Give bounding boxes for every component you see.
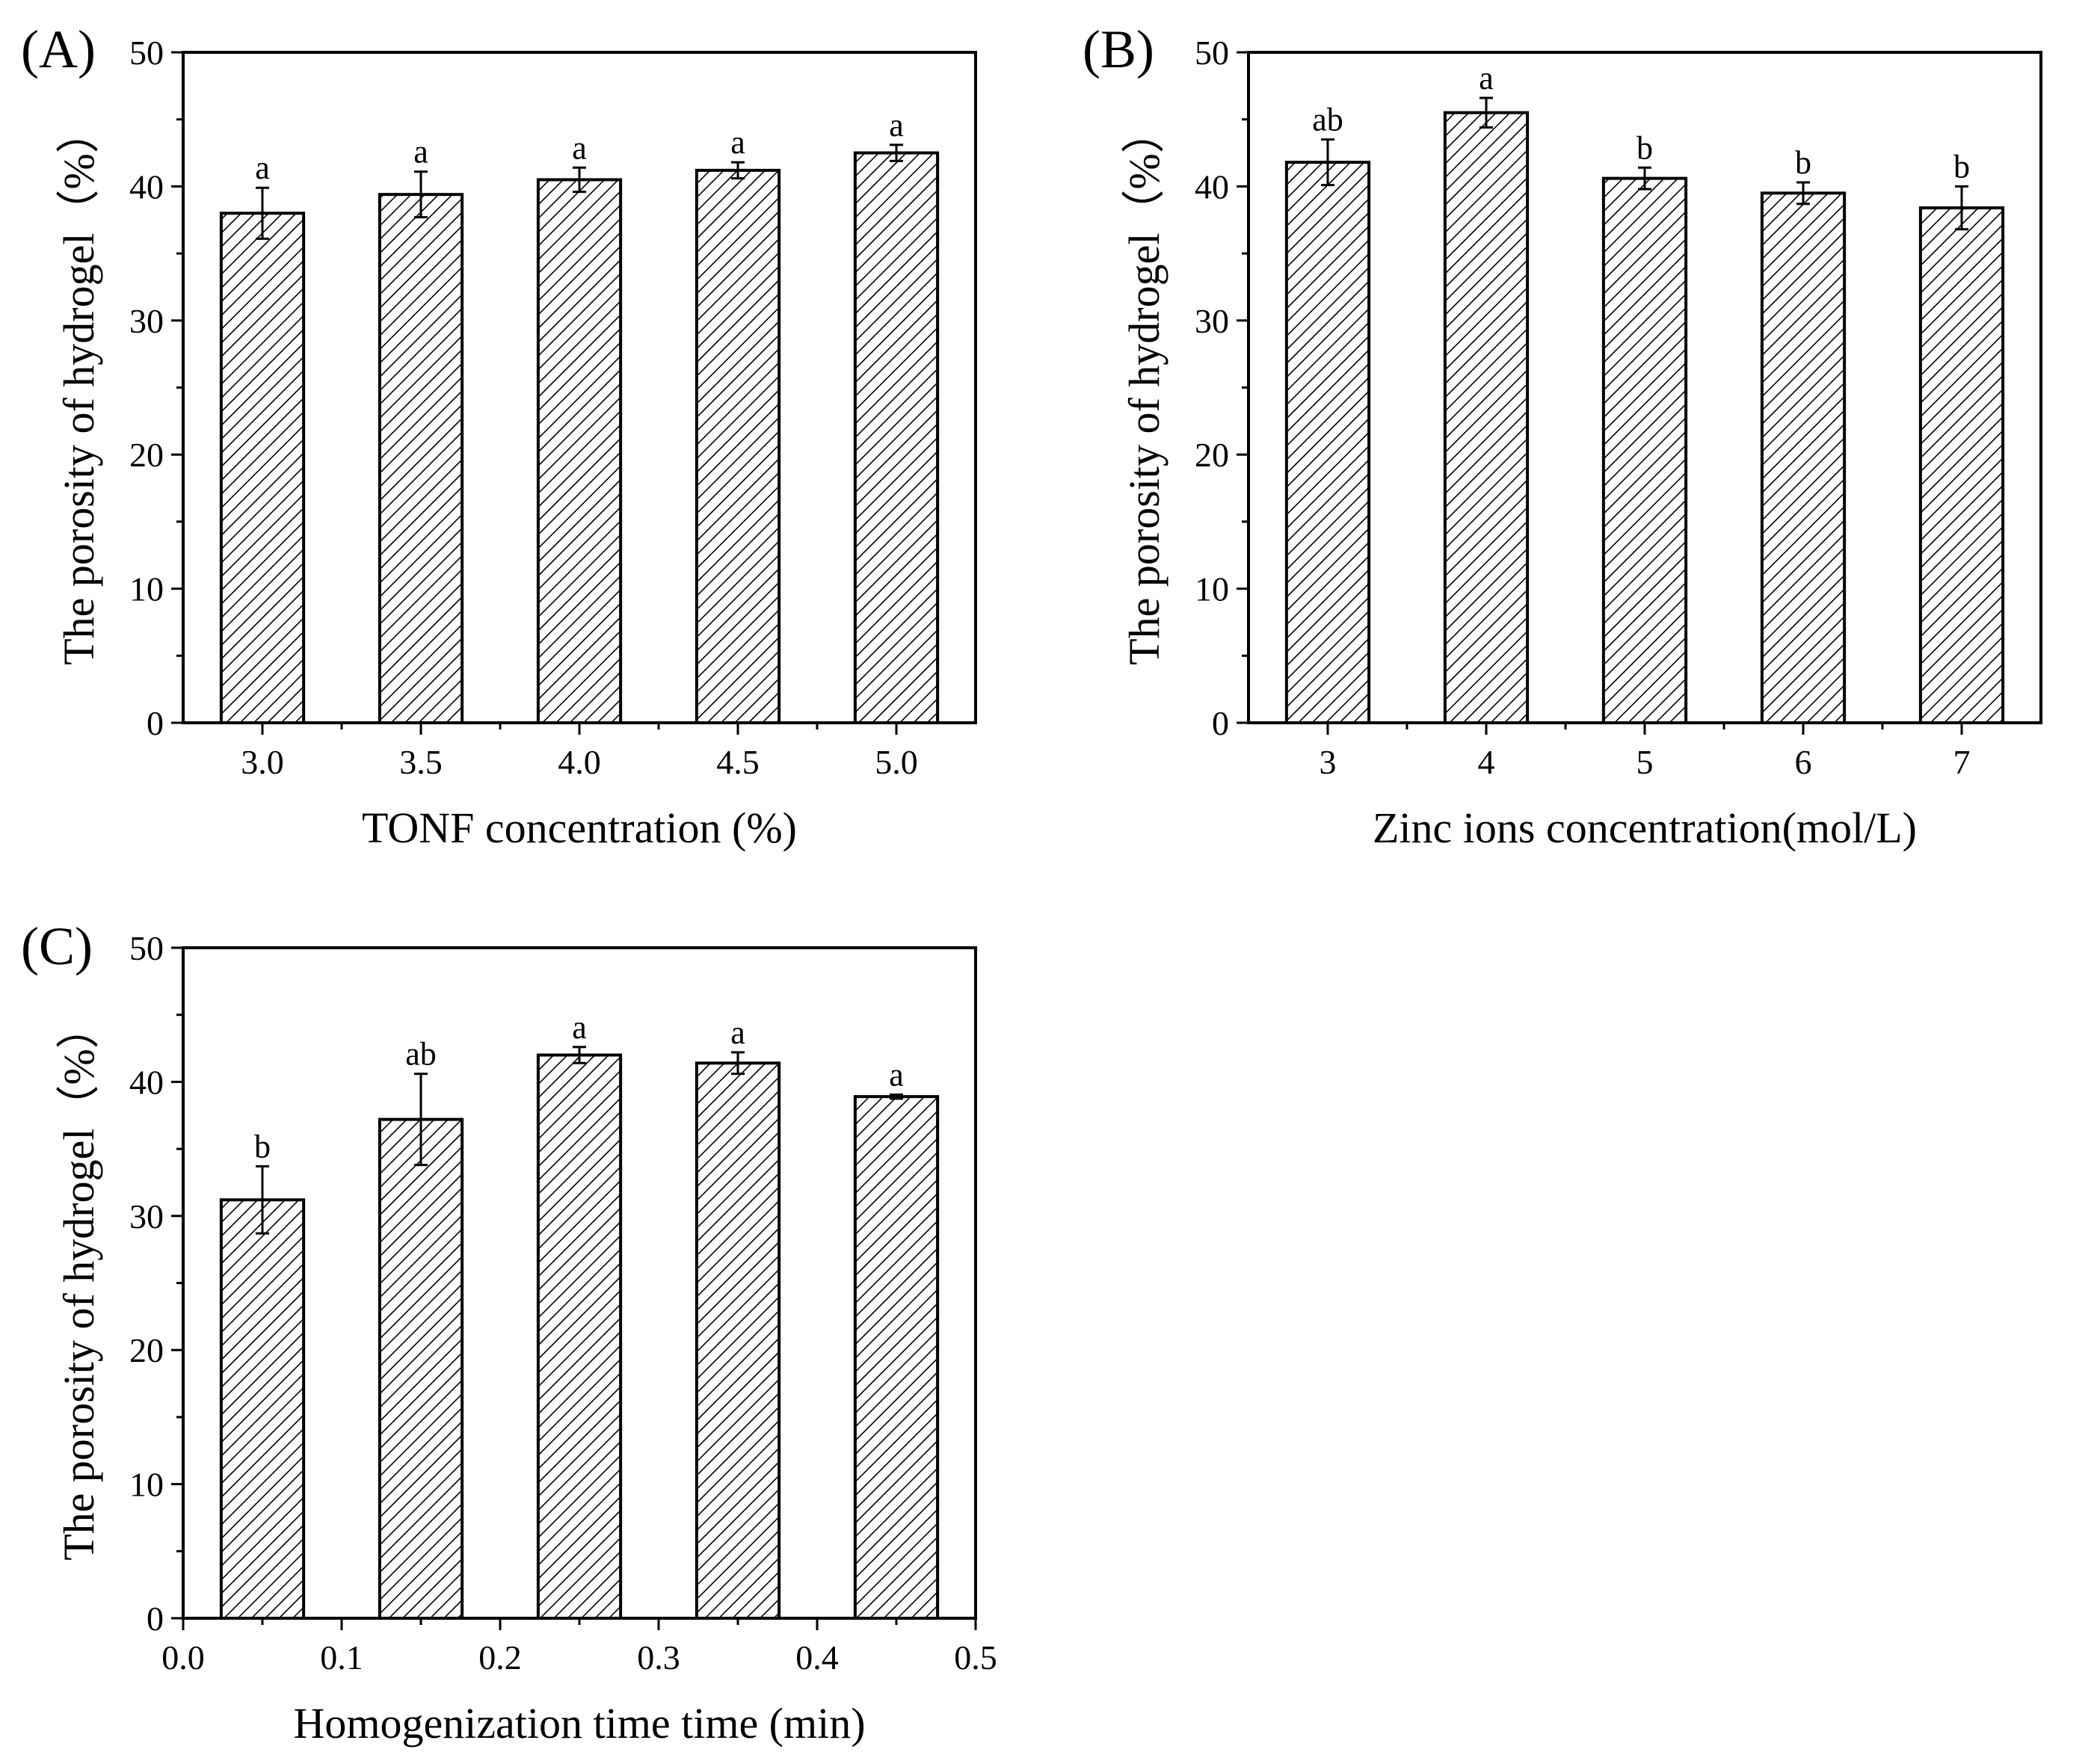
- x-axis-title: Zinc ions concentration(mol/L): [1373, 804, 1917, 852]
- x-tick-label: 5.0: [875, 743, 918, 781]
- significance-letter: ab: [405, 1036, 437, 1073]
- x-tick-label: 0.4: [795, 1638, 839, 1677]
- bar: [853, 151, 940, 725]
- x-tick-label: 0.2: [478, 1638, 522, 1677]
- chart-panel-c: b ab a a a 0 10 20 30 40 50 0.0 0.1 0.2 0.3 0.4 0.5 Homog…: [21, 916, 997, 1748]
- y-axis-title: The porosity of hydrogel（%）: [55, 1005, 103, 1561]
- significance-letter: b: [1795, 144, 1811, 181]
- x-tick-label: 4: [1478, 743, 1495, 781]
- y-tick-label: 40: [129, 1063, 164, 1101]
- significance-letter: a: [572, 129, 587, 166]
- significance-letter: a: [889, 107, 904, 144]
- y-tick-label: 10: [129, 570, 164, 608]
- x-tick-label: 3.5: [399, 743, 443, 781]
- panel-label: (B): [1083, 19, 1154, 79]
- x-tick-label: 4.5: [716, 743, 760, 781]
- bar: [378, 1117, 464, 1620]
- x-tick-label: 0.0: [161, 1638, 205, 1677]
- bar: [695, 168, 781, 724]
- x-axis-title: TONF concentration (%): [362, 804, 797, 852]
- panel-label: (A): [21, 19, 96, 79]
- significance-letter: a: [730, 1014, 745, 1051]
- y-tick-label: 20: [129, 436, 164, 474]
- chart-panel-a: a a a a a 0 10 20 30 40 50 3.0 3.5 4.0 4.5 5.0 TONF conc…: [21, 19, 977, 852]
- significance-letter: a: [889, 1056, 904, 1093]
- y-tick-label: 40: [1195, 167, 1229, 206]
- x-tick-label: 3.0: [241, 743, 284, 781]
- bar: [695, 1061, 781, 1620]
- bar: [536, 1053, 623, 1620]
- y-tick-label: 40: [129, 167, 164, 206]
- bar: [1760, 191, 1847, 724]
- bar: [1601, 176, 1688, 725]
- y-tick-label: 0: [147, 704, 164, 742]
- y-axis-title: The porosity of hydrogel（%）: [1120, 110, 1168, 665]
- significance-letter: a: [255, 149, 270, 186]
- x-tick-label: 4.0: [558, 743, 601, 781]
- y-tick-label: 0: [1212, 704, 1229, 742]
- x-tick-label: 5: [1636, 743, 1654, 781]
- y-tick-label: 0: [147, 1600, 164, 1638]
- panel-label: (C): [21, 916, 93, 976]
- significance-letter: a: [572, 1009, 587, 1046]
- significance-letter: b: [1636, 129, 1653, 166]
- x-tick-label: 0.5: [954, 1638, 997, 1677]
- y-tick-label: 10: [129, 1466, 164, 1504]
- x-tick-label: 7: [1953, 743, 1971, 781]
- y-tick-label: 30: [1195, 302, 1229, 340]
- significance-letter: a: [1479, 60, 1494, 96]
- y-axis-title: The porosity of hydrogel（%）: [55, 110, 103, 665]
- x-tick-label: 3: [1320, 743, 1337, 781]
- bar: [219, 1198, 306, 1620]
- significance-letter: b: [254, 1128, 271, 1165]
- y-tick-label: 50: [129, 34, 164, 72]
- significance-letter: ab: [1312, 102, 1343, 138]
- x-tick-label: 0.1: [320, 1638, 363, 1677]
- y-tick-label: 10: [1195, 570, 1229, 608]
- y-tick-label: 20: [129, 1331, 164, 1369]
- y-tick-label: 20: [1195, 436, 1229, 474]
- x-tick-label: 0.3: [637, 1638, 680, 1677]
- significance-letter: a: [730, 124, 745, 161]
- significance-letter: a: [413, 134, 428, 170]
- bar: [853, 1095, 940, 1620]
- x-axis-title: Homogenization time time (min): [293, 1699, 865, 1748]
- bar: [1284, 161, 1371, 725]
- bar: [536, 178, 623, 724]
- y-tick-label: 50: [129, 929, 164, 967]
- significance-letter: b: [1953, 148, 1970, 185]
- y-tick-label: 50: [1195, 34, 1229, 72]
- bar: [1918, 206, 2005, 724]
- y-tick-label: 30: [129, 1197, 164, 1236]
- x-tick-label: 6: [1795, 743, 1812, 781]
- bar: [378, 193, 464, 724]
- bar: [1443, 111, 1530, 725]
- y-tick-label: 30: [129, 302, 164, 340]
- bar: [219, 212, 306, 724]
